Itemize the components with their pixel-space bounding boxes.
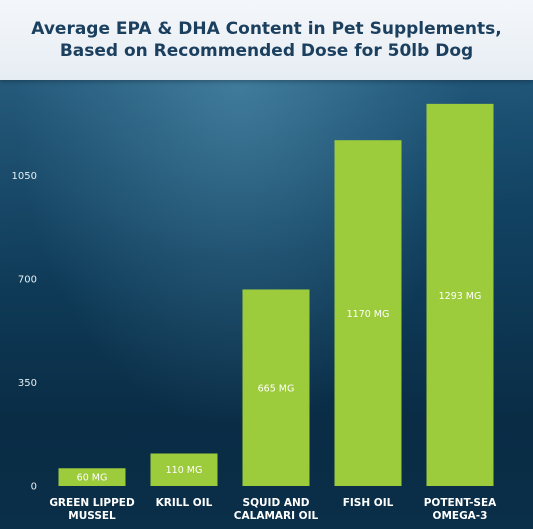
data-label: 110 MG <box>166 465 203 476</box>
data-label: 1293 MG <box>439 291 482 302</box>
y-tick-label: 0 <box>31 482 37 493</box>
x-category-label: POTENT-SEA OMEGA-3 <box>424 497 497 522</box>
x-category-label: GREEN LIPPED MUSSEL <box>49 497 135 522</box>
x-category-label-line: MUSSEL <box>68 510 116 522</box>
x-category-label-line: CALAMARI OIL <box>234 510 319 522</box>
x-category-label-line: POTENT-SEA <box>424 497 497 509</box>
x-category-label-line: GREEN LIPPED <box>49 497 135 509</box>
x-category-label-line: SQUID AND <box>243 497 310 509</box>
bar <box>242 289 310 486</box>
chart-title-line-2: Based on Recommended Dose for 50lb Dog <box>59 41 474 61</box>
x-category-label-line: FISH OIL <box>343 497 394 509</box>
y-tick-label: 350 <box>18 378 37 389</box>
bar <box>334 140 402 486</box>
chart-title: Average EPA & DHA Content in Pet Supplem… <box>0 18 533 62</box>
x-category-label-line: OMEGA-3 <box>433 510 488 522</box>
y-tick-label: 1050 <box>12 171 37 182</box>
bar <box>58 468 126 486</box>
x-category-label-line: KRILL OIL <box>156 497 213 509</box>
chart-title-line-1: Average EPA & DHA Content in Pet Supplem… <box>31 19 502 39</box>
data-label: 665 MG <box>258 384 295 395</box>
bar <box>426 103 494 486</box>
data-label: 60 MG <box>77 473 108 484</box>
x-category-label: SQUID AND CALAMARI OIL <box>234 497 319 522</box>
x-category-label: KRILL OIL <box>156 497 213 509</box>
title-band: Average EPA & DHA Content in Pet Supplem… <box>0 0 533 80</box>
x-category-label: FISH OIL <box>343 497 394 509</box>
bar <box>150 453 218 486</box>
data-label: 1170 MG <box>347 309 390 320</box>
y-tick-label: 700 <box>18 275 37 286</box>
